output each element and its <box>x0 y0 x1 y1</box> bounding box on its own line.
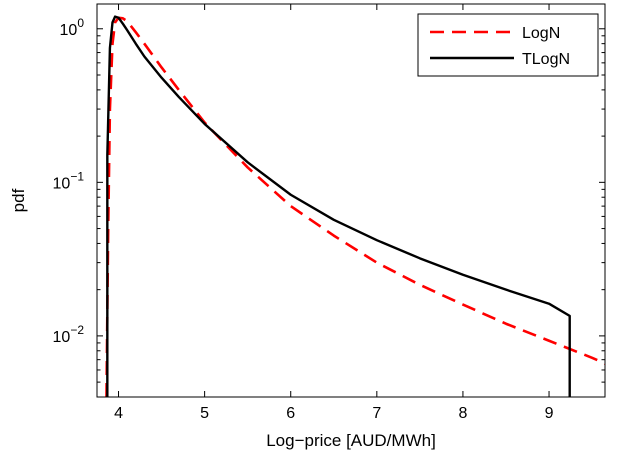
y-tick-label: 100 <box>60 16 85 39</box>
y-axis-label: pdf <box>9 188 28 212</box>
x-tick-label: 9 <box>545 405 554 422</box>
plot-area-frame <box>96 3 606 398</box>
legend-label-tlogn: TLogN <box>522 51 570 68</box>
x-tick-label: 5 <box>200 405 209 422</box>
series-line-tlogn <box>106 15 571 397</box>
y-tick-label: 10−2 <box>53 323 85 346</box>
axis-ticks: 4 5 6 7 8 9 10−2 10−1 100 <box>53 4 605 422</box>
plot-lines <box>105 15 605 397</box>
y-tick-label: 10−1 <box>53 169 85 192</box>
x-tick-label: 7 <box>372 405 381 422</box>
legend-box <box>417 13 599 77</box>
legend: LogN TLogN <box>417 13 599 77</box>
x-tick-label: 4 <box>114 405 123 422</box>
x-tick-label: 6 <box>286 405 295 422</box>
legend-label-logn: LogN <box>522 25 560 42</box>
axis-labels: Log−price [AUD/MWh] pdf <box>9 188 436 450</box>
x-tick-label: 8 <box>458 405 467 422</box>
x-axis-label: Log−price [AUD/MWh] <box>266 431 436 450</box>
